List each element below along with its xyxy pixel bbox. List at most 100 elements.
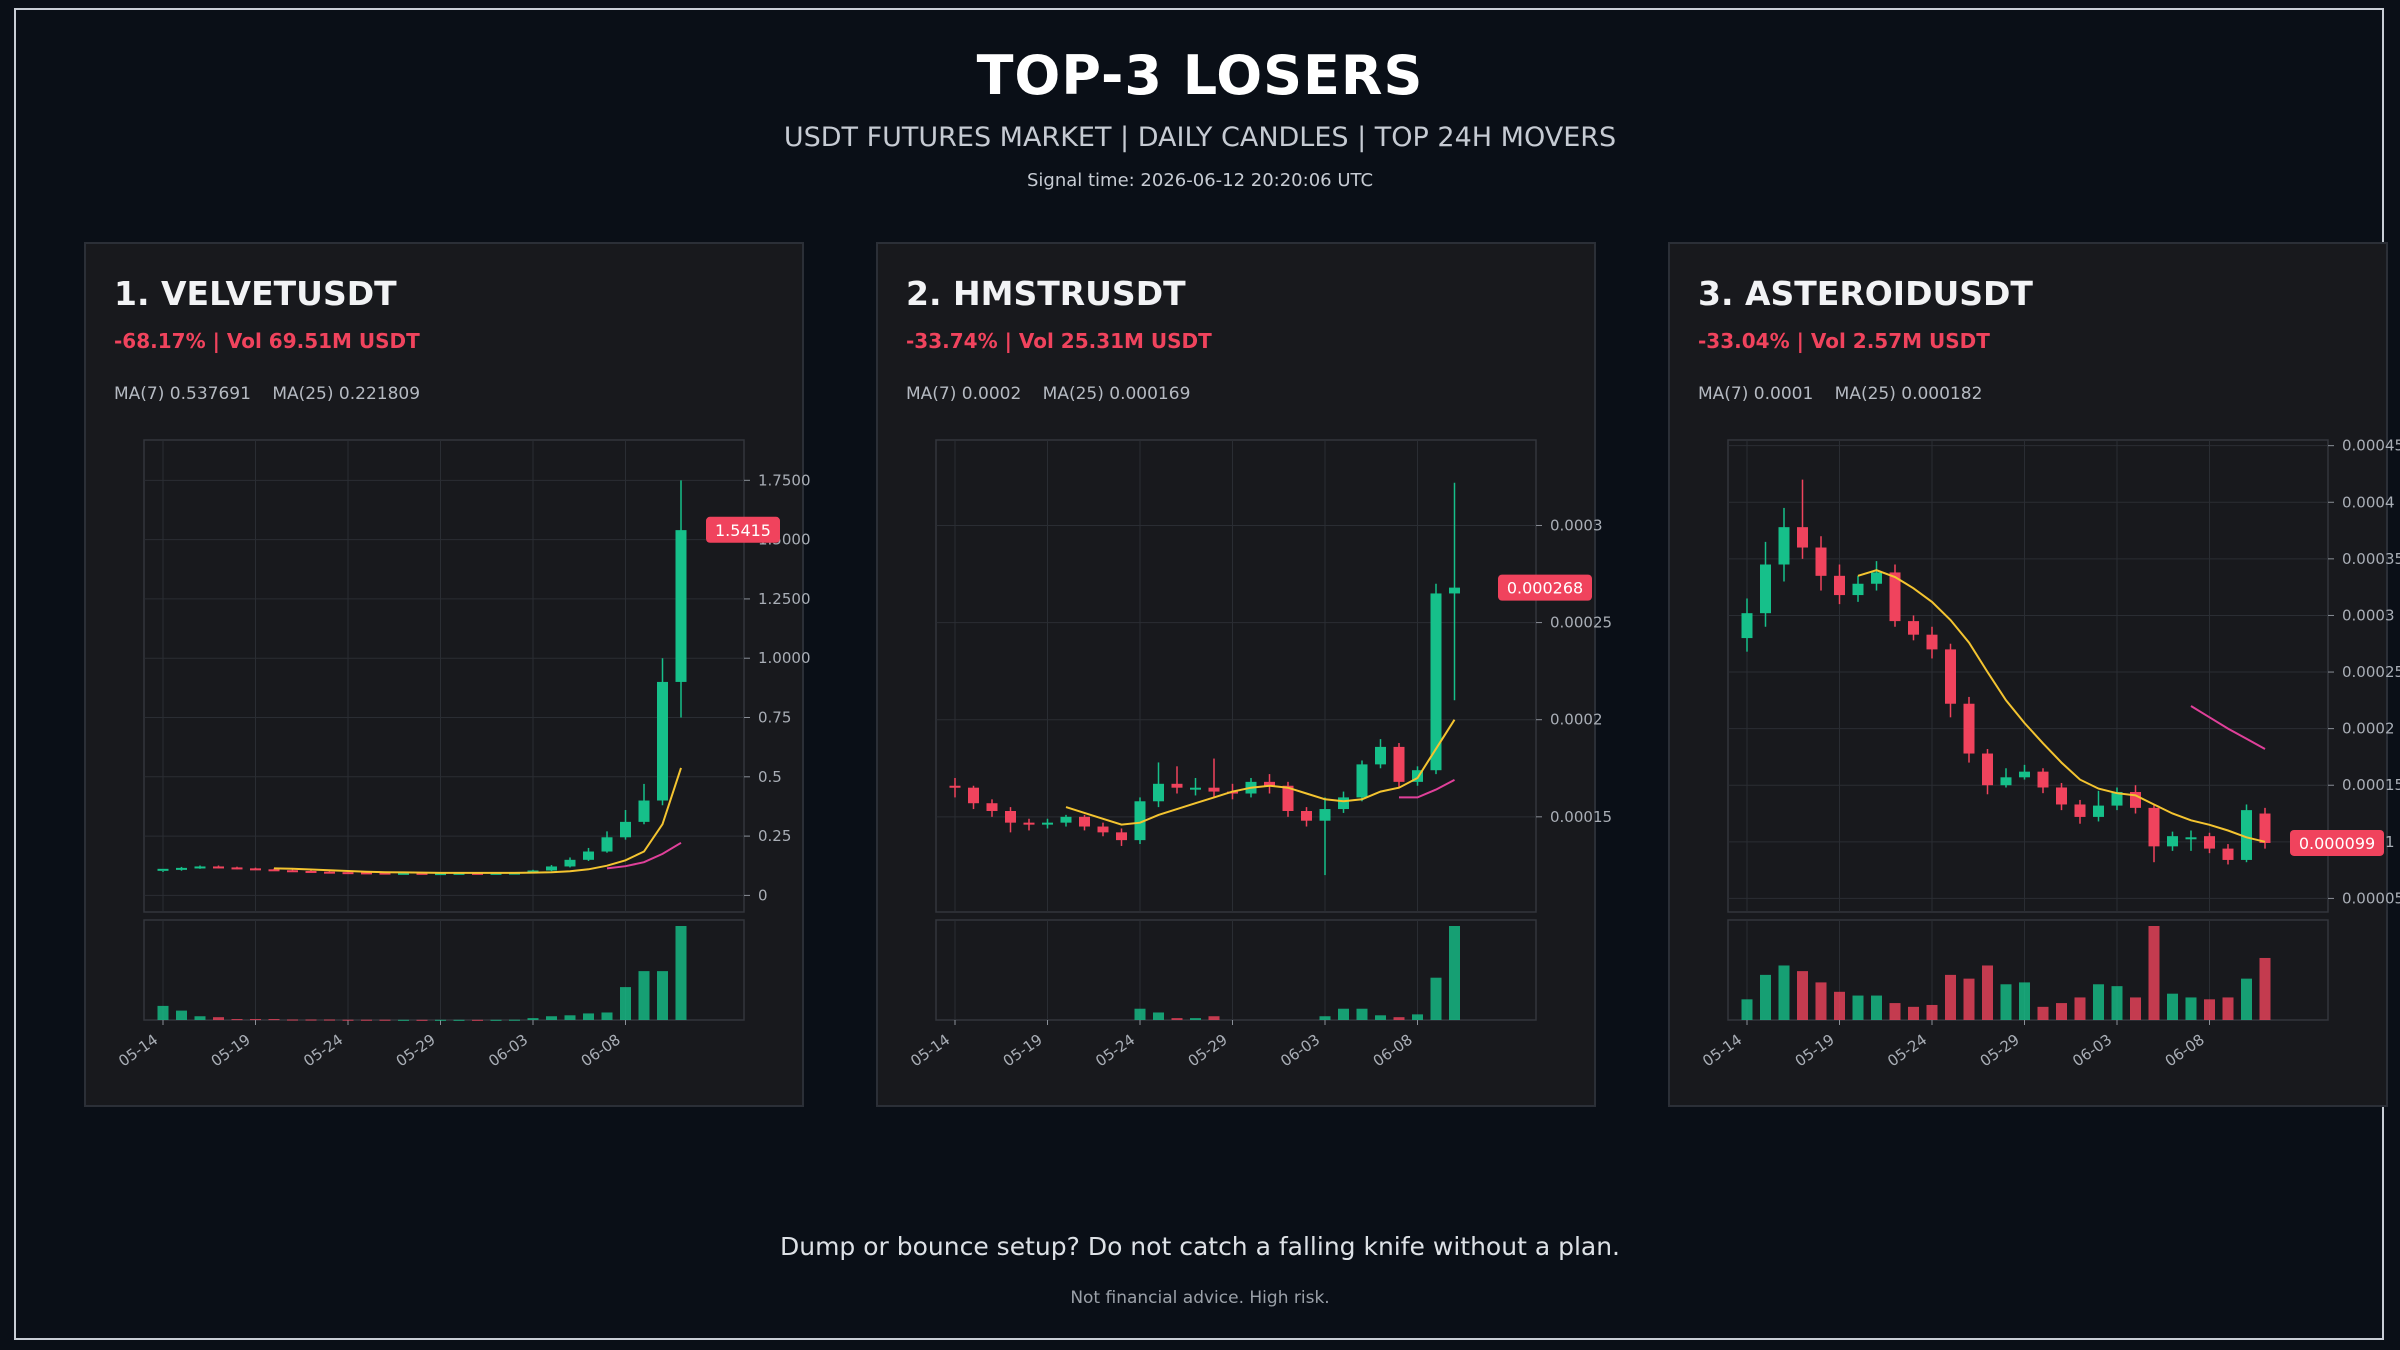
ma7-line — [1065, 719, 1456, 826]
x-tick-label: 05-29 — [393, 1031, 439, 1071]
candle-body — [1375, 746, 1386, 765]
x-tick-label: 05-29 — [1185, 1031, 1231, 1071]
volume-bar — [1945, 974, 1956, 1020]
candle-body — [2037, 771, 2049, 788]
volume-bar — [2056, 1003, 2067, 1020]
x-tick-label: 05-19 — [208, 1031, 254, 1071]
volume-bar — [324, 1019, 335, 1021]
volume-bar — [2019, 982, 2030, 1020]
volume-bar — [620, 987, 631, 1020]
volume-bar — [1871, 995, 1882, 1020]
volume-bar — [1889, 1003, 1901, 1020]
volume-bar — [231, 1019, 243, 1021]
ma25-label: MA(25) 0.221809 — [272, 384, 421, 404]
candle-body — [968, 787, 979, 804]
candle-body — [986, 803, 998, 811]
y-tick-label: 0.00015 — [1550, 808, 1612, 826]
candle-body — [1282, 785, 1294, 811]
volume-bar — [2167, 993, 2178, 1020]
signal-time: Signal time: 2026-06-12 20:20:06 UTC — [1026, 170, 1374, 191]
candle-body — [1356, 764, 1368, 798]
x-tick-label: 06-08 — [2162, 1031, 2208, 1071]
candle-body — [2241, 810, 2252, 860]
candle-body — [1908, 621, 1919, 635]
ma25-label: MA(25) 0.000169 — [1042, 384, 1191, 404]
candle-body — [1190, 787, 1201, 790]
volume-bar — [583, 1013, 594, 1020]
volume-bar — [1449, 926, 1460, 1020]
volume-bar — [453, 1019, 465, 1021]
last-price-badge — [2290, 829, 2384, 856]
panel-ma-labels: MA(7) 0.0002 MA(25) 0.000169 — [906, 384, 1206, 404]
last-price-badge — [706, 516, 780, 543]
candle-body — [2222, 848, 2234, 860]
volume-bar — [1797, 971, 1808, 1020]
volume-bar — [1908, 1006, 1919, 1020]
panel-title: 3. ASTEROIDUSDT — [1698, 274, 2033, 313]
volume-bar — [527, 1018, 539, 1020]
candle-body — [1834, 575, 1845, 596]
candlestick-chart: 0.00015 0.0002 0.00025 0.0003 05-14 05-19 05-2… — [907, 439, 1612, 1071]
x-tick-label: 06-03 — [485, 1031, 531, 1071]
last-price-badge — [1498, 574, 1592, 601]
volume-bar — [1375, 1015, 1386, 1020]
x-tick-label: 05-24 — [1092, 1031, 1138, 1071]
candle-body — [416, 872, 428, 875]
candle-body — [1060, 816, 1072, 823]
candle-body — [527, 870, 539, 873]
panel-change-volume: -33.74% | Vol 25.31M USDT — [906, 329, 1212, 353]
y-tick-label: 0.00035 — [2342, 550, 2400, 568]
candle-body — [657, 681, 668, 801]
candle-body — [435, 873, 446, 876]
candle-body — [949, 785, 961, 788]
volume-bar — [287, 1019, 298, 1021]
volume-bar — [2148, 926, 2160, 1020]
candle-body — [342, 872, 354, 875]
candle-body — [1797, 527, 1808, 548]
candle-body — [1412, 770, 1423, 782]
volume-bar — [1208, 1016, 1220, 1020]
chart-panel-2: 2. HMSTRUSDT -33.74% | Vol 25.31M USDT M… — [876, 242, 1612, 1107]
y-tick-label: 0.0004 — [2342, 493, 2395, 511]
candle-body — [1116, 832, 1127, 841]
volume-bar — [1393, 1017, 1405, 1020]
volume-bar — [1834, 991, 1845, 1020]
volume-bar — [1412, 1014, 1423, 1020]
volume-bar — [305, 1019, 317, 1021]
candle-body — [620, 821, 631, 838]
y-tick-label: 1.2500 — [758, 590, 811, 608]
candle-body — [1449, 587, 1460, 594]
panel-ma-labels: MA(7) 0.537691 MA(25) 0.221809 — [114, 384, 436, 404]
candle-body — [2259, 813, 2271, 843]
candle-body — [324, 871, 335, 874]
candle-body — [1338, 797, 1349, 810]
panel-title: 1. VELVETUSDT — [114, 274, 397, 313]
candlestick-chart: 0.000050.00010.000150.00020.000250.00030… — [1699, 437, 2400, 1071]
candle-body — [2148, 807, 2160, 847]
ma7-label: MA(7) 0.0001 — [1698, 384, 1814, 404]
candle-body — [638, 800, 650, 822]
volume-bar — [1171, 1018, 1183, 1020]
x-tick-label: 05-29 — [1977, 1031, 2023, 1071]
ma25-line — [606, 841, 682, 870]
candle-body — [287, 870, 298, 873]
footer-tagline: Dump or bounce setup? Do not catch a fal… — [779, 1232, 1621, 1261]
candle-body — [1430, 593, 1442, 771]
volume-bar — [1982, 965, 1993, 1020]
panel-ma-labels: MA(7) 0.0001 MA(25) 0.000182 — [1698, 384, 1998, 404]
volume-bar — [1430, 977, 1442, 1020]
x-tick-label: 05-14 — [115, 1031, 161, 1071]
candle-body — [1852, 583, 1864, 596]
volume-bar — [2074, 997, 2086, 1020]
candle-body — [1023, 822, 1035, 825]
volume-bar — [601, 1012, 613, 1020]
candle-body — [1005, 810, 1016, 823]
volume-bar — [2093, 984, 2104, 1020]
candle-body — [2111, 792, 2123, 806]
candle-body — [1871, 572, 1882, 584]
last-price-label: 0.000268 — [1507, 579, 1583, 598]
volume-bar — [2000, 984, 2012, 1020]
volume-bar — [546, 1016, 557, 1020]
price-plot-frame — [1727, 439, 2329, 913]
footer-disclaimer: Not financial advice. High risk. — [1070, 1288, 1330, 1308]
